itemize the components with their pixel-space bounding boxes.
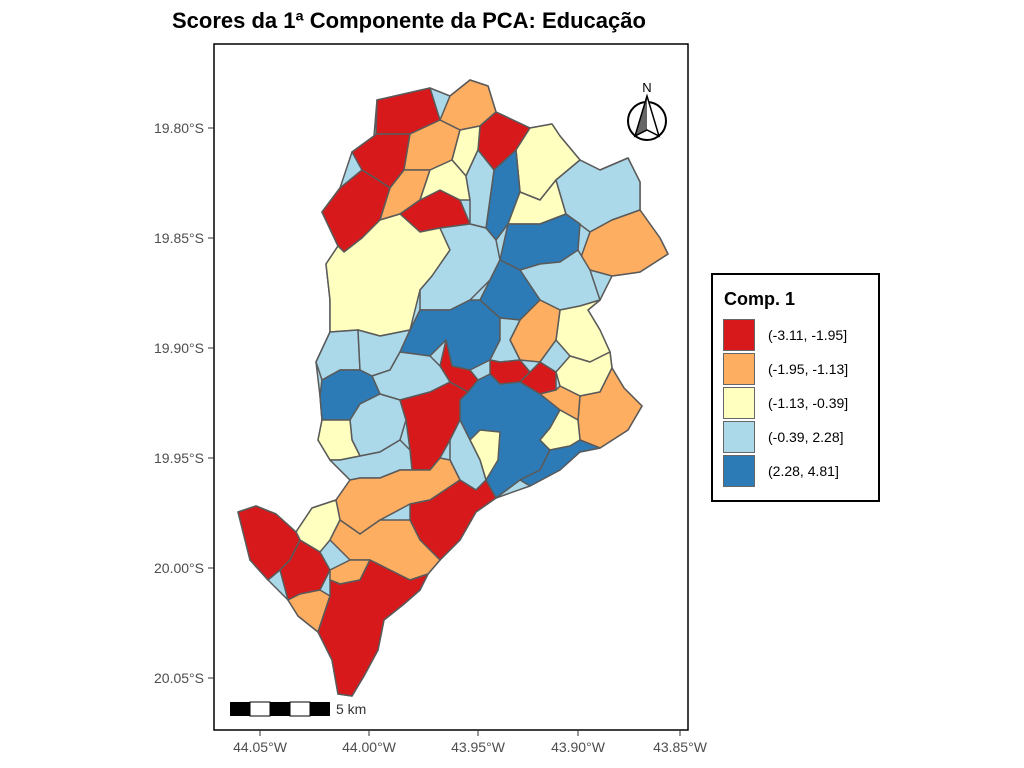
legend-swatch xyxy=(723,455,755,487)
legend-swatch xyxy=(723,353,755,385)
north-arrow-icon: N xyxy=(627,80,667,141)
x-tick-label: 44.05°W xyxy=(233,739,288,755)
legend-label: (-0.39, 2.28] xyxy=(768,429,844,445)
x-tick-label: 43.90°W xyxy=(551,739,606,755)
legend: Comp. 1 (-3.11, -1.95] (-1.95, -1.13] (-… xyxy=(711,273,880,502)
x-tick-label: 44.00°W xyxy=(342,739,397,755)
y-tick-label: 19.85°S xyxy=(154,230,204,246)
y-tick-label: 19.90°S xyxy=(154,340,204,356)
legend-label: (-1.13, -0.39] xyxy=(768,395,849,411)
x-axis: 44.05°W 44.00°W 43.95°W 43.90°W 43.85°W xyxy=(233,730,708,755)
legend-label: (-3.11, -1.95] xyxy=(768,327,848,343)
region-yellow xyxy=(555,299,611,363)
region-orange xyxy=(579,209,669,277)
north-arrow-label: N xyxy=(642,80,651,95)
legend-swatch xyxy=(723,421,755,453)
region-blue xyxy=(519,439,601,487)
legend-item: (-1.95, -1.13] xyxy=(723,353,873,387)
legend-swatch xyxy=(723,387,755,419)
map-title: Scores da 1ª Componente da PCA: Educação xyxy=(172,8,646,33)
y-axis: 19.80°S 19.85°S 19.90°S 19.95°S 20.00°S … xyxy=(154,120,214,686)
legend-item: (-1.13, -0.39] xyxy=(723,387,873,421)
region-red xyxy=(317,559,429,697)
legend-item: (-0.39, 2.28] xyxy=(723,421,873,455)
y-tick-label: 19.80°S xyxy=(154,120,204,136)
legend-item: (2.28, 4.81] xyxy=(723,455,873,489)
regions xyxy=(237,79,669,697)
y-tick-label: 19.95°S xyxy=(154,450,204,466)
x-tick-label: 43.85°W xyxy=(653,739,708,755)
region-yellow xyxy=(419,159,471,201)
legend-swatch xyxy=(723,319,755,351)
scale-bar-label: 5 km xyxy=(336,701,366,717)
legend-label: (-1.95, -1.13] xyxy=(768,361,849,377)
legend-title: Comp. 1 xyxy=(724,289,796,309)
scale-bar: 5 km xyxy=(230,701,366,717)
legend-item: (-3.11, -1.95] xyxy=(723,319,873,353)
x-tick-label: 43.95°W xyxy=(451,739,506,755)
y-tick-label: 20.00°S xyxy=(154,560,204,576)
y-tick-label: 20.05°S xyxy=(154,670,204,686)
legend-label: (2.28, 4.81] xyxy=(768,463,839,479)
